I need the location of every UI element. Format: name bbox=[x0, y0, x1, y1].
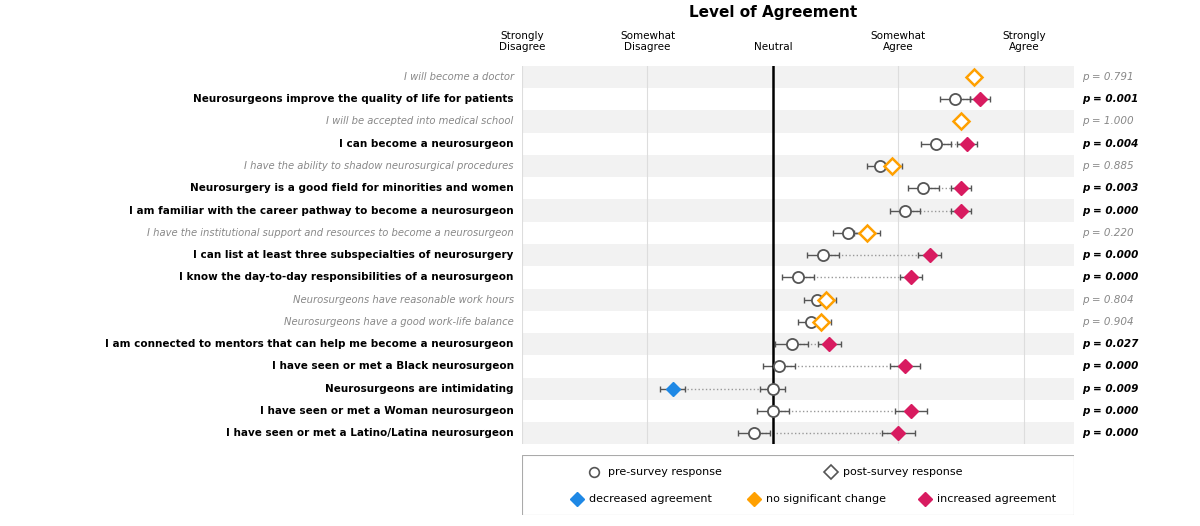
Text: I have seen or met a Latino/Latina neurosurgeon: I have seen or met a Latino/Latina neuro… bbox=[226, 428, 514, 438]
Text: p = 0.791: p = 0.791 bbox=[1082, 72, 1134, 82]
Bar bbox=[522, 289, 1074, 311]
Text: Neurosurgeons have reasonable work hours: Neurosurgeons have reasonable work hours bbox=[293, 295, 514, 305]
Bar bbox=[522, 110, 1074, 133]
Bar bbox=[522, 244, 1074, 266]
Text: p = 0.000: p = 0.000 bbox=[1082, 250, 1139, 260]
Text: I know the day-to-day responsibilities of a neurosurgeon: I know the day-to-day responsibilities o… bbox=[179, 272, 514, 282]
Text: I have the institutional support and resources to become a neurosurgeon: I have the institutional support and res… bbox=[146, 228, 514, 238]
Text: I have seen or met a Woman neurosurgeon: I have seen or met a Woman neurosurgeon bbox=[260, 406, 514, 416]
Text: I am familiar with the career pathway to become a neurosurgeon: I am familiar with the career pathway to… bbox=[130, 206, 514, 216]
Text: I have the ability to shadow neurosurgical procedures: I have the ability to shadow neurosurgic… bbox=[245, 161, 514, 171]
Text: decreased agreement: decreased agreement bbox=[589, 493, 713, 503]
Text: no significant change: no significant change bbox=[766, 493, 886, 503]
Bar bbox=[522, 356, 1074, 378]
Text: Somewhat
Agree: Somewhat Agree bbox=[871, 31, 926, 53]
Bar bbox=[522, 88, 1074, 110]
Text: p = 0.000: p = 0.000 bbox=[1082, 272, 1139, 282]
Text: I can become a neurosurgeon: I can become a neurosurgeon bbox=[340, 139, 514, 149]
Text: p = 0.000: p = 0.000 bbox=[1082, 206, 1139, 216]
Text: p = 0.804: p = 0.804 bbox=[1082, 295, 1134, 305]
Text: I am connected to mentors that can help me become a neurosurgeon: I am connected to mentors that can help … bbox=[106, 339, 514, 349]
Bar bbox=[522, 266, 1074, 289]
Text: p = 0.220: p = 0.220 bbox=[1082, 228, 1134, 238]
Text: I have seen or met a Black neurosurgeon: I have seen or met a Black neurosurgeon bbox=[271, 361, 514, 371]
Bar bbox=[522, 199, 1074, 221]
Bar bbox=[522, 422, 1074, 444]
Bar bbox=[522, 177, 1074, 199]
Text: p = 1.000: p = 1.000 bbox=[1082, 116, 1134, 126]
Text: p = 0.003: p = 0.003 bbox=[1082, 183, 1139, 193]
Text: pre-survey response: pre-survey response bbox=[607, 467, 721, 477]
Text: p = 0.027: p = 0.027 bbox=[1082, 339, 1139, 349]
Text: Strongly
Disagree: Strongly Disagree bbox=[499, 31, 545, 53]
Text: Neurosurgeons are intimidating: Neurosurgeons are intimidating bbox=[325, 384, 514, 394]
Text: Neurosurgeons have a good work-life balance: Neurosurgeons have a good work-life bala… bbox=[284, 317, 514, 327]
Text: p = 0.885: p = 0.885 bbox=[1082, 161, 1134, 171]
Text: Strongly
Agree: Strongly Agree bbox=[1002, 31, 1045, 53]
Text: p = 0.009: p = 0.009 bbox=[1082, 384, 1139, 394]
Text: Neurosurgeons improve the quality of life for patients: Neurosurgeons improve the quality of lif… bbox=[193, 94, 514, 104]
Text: p = 0.000: p = 0.000 bbox=[1082, 361, 1139, 371]
Text: p = 0.004: p = 0.004 bbox=[1082, 139, 1139, 149]
Text: p = 0.904: p = 0.904 bbox=[1082, 317, 1134, 327]
Text: Level of Agreement: Level of Agreement bbox=[689, 5, 857, 20]
Bar bbox=[522, 221, 1074, 244]
Text: Somewhat
Disagree: Somewhat Disagree bbox=[620, 31, 676, 53]
Text: p = 0.000: p = 0.000 bbox=[1082, 428, 1139, 438]
Text: p = 0.000: p = 0.000 bbox=[1082, 406, 1139, 416]
Text: I will become a doctor: I will become a doctor bbox=[403, 72, 514, 82]
Bar bbox=[522, 311, 1074, 333]
Bar bbox=[522, 155, 1074, 177]
Text: p = 0.001: p = 0.001 bbox=[1082, 94, 1139, 104]
Text: Neutral: Neutral bbox=[754, 43, 792, 53]
Bar bbox=[522, 333, 1074, 356]
Bar bbox=[522, 400, 1074, 422]
Text: Neurosurgery is a good field for minorities and women: Neurosurgery is a good field for minorit… bbox=[190, 183, 514, 193]
Text: post-survey response: post-survey response bbox=[844, 467, 962, 477]
Bar bbox=[522, 66, 1074, 88]
Text: I can list at least three subspecialties of neurosurgery: I can list at least three subspecialties… bbox=[193, 250, 514, 260]
Bar bbox=[522, 378, 1074, 400]
Text: I will be accepted into medical school: I will be accepted into medical school bbox=[326, 116, 514, 126]
Text: increased agreement: increased agreement bbox=[937, 493, 1056, 503]
Bar bbox=[522, 133, 1074, 155]
